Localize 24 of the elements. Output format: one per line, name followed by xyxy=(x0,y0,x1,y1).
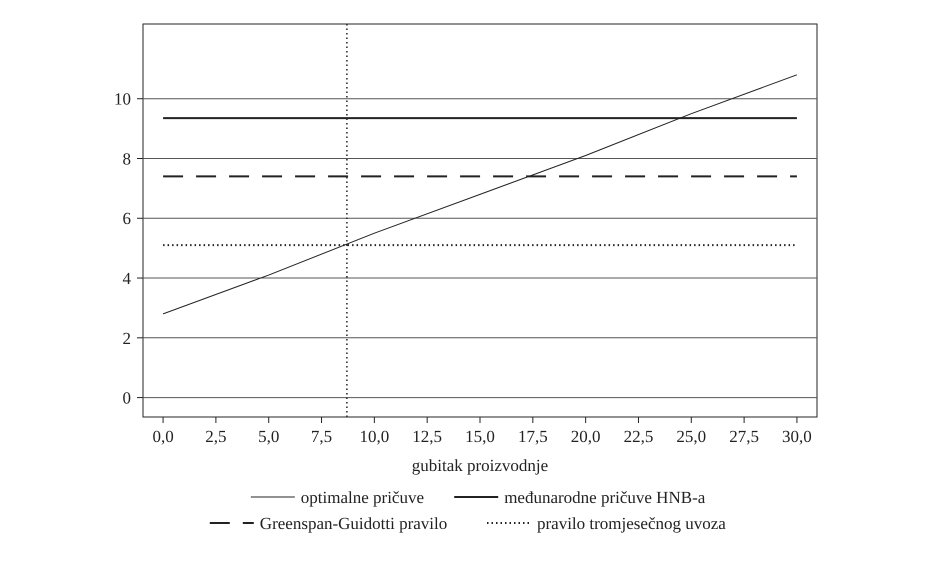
y-tick-label: 8 xyxy=(122,149,131,168)
x-tick-label: 7,5 xyxy=(310,427,332,446)
x-tick-label: 15,0 xyxy=(465,427,495,446)
y-tick-label: 10 xyxy=(114,90,131,109)
x-tick-label: 20,0 xyxy=(570,427,601,446)
x-tick-label: 2,5 xyxy=(205,427,227,446)
x-axis-title: gubitak proizvodnje xyxy=(412,456,548,475)
y-tick-label: 0 xyxy=(122,388,131,408)
legend-label: međunarodne pričuve HNB-a xyxy=(504,488,706,507)
x-tick-label: 30,0 xyxy=(782,427,812,446)
x-tick-label: 10,0 xyxy=(359,427,390,446)
x-tick-label: 22,5 xyxy=(624,427,654,446)
legend-label: Greenspan-Guidotti pravilo xyxy=(260,514,448,533)
x-tick-label: 12,5 xyxy=(412,427,442,446)
legend-label: optimalne pričuve xyxy=(300,488,424,507)
x-tick-label: 17,5 xyxy=(518,427,548,446)
x-tick-label: 27,5 xyxy=(729,427,759,446)
y-tick-label: 2 xyxy=(122,328,131,348)
x-tick-label: 25,0 xyxy=(676,427,706,446)
y-tick-label: 4 xyxy=(122,268,132,288)
y-tick-label: 6 xyxy=(122,209,131,228)
legend-label: pravilo tromjesečnog uvoza xyxy=(537,514,726,533)
x-tick-label: 0,0 xyxy=(152,427,174,446)
x-tick-label: 5,0 xyxy=(258,427,280,446)
